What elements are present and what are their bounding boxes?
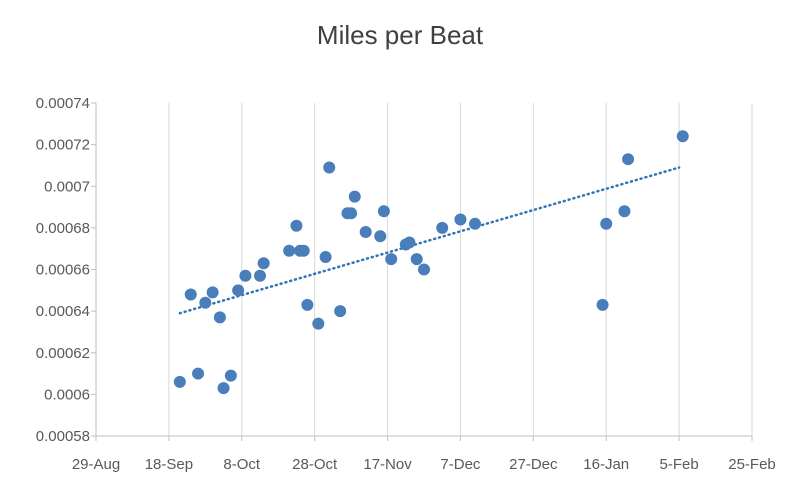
data-point	[334, 305, 347, 318]
data-point	[436, 221, 449, 234]
data-point	[312, 317, 325, 330]
data-point	[232, 284, 245, 297]
x-tick-label: 8-Oct	[223, 456, 261, 473]
data-point	[377, 205, 390, 218]
y-tick-label: 0.00064	[36, 303, 90, 320]
axes	[91, 102, 753, 441]
data-point	[199, 296, 212, 309]
data-point	[348, 190, 361, 203]
data-point	[297, 244, 310, 257]
x-tick-label: 25-Feb	[728, 456, 776, 473]
data-point	[192, 367, 205, 380]
chart-title: Miles per Beat	[316, 20, 484, 50]
x-tick-label: 28-Oct	[292, 456, 338, 473]
data-point	[239, 269, 252, 282]
data-point	[600, 217, 613, 230]
x-tick-label: 5-Feb	[660, 456, 699, 473]
data-point	[301, 298, 314, 311]
data-point	[345, 207, 358, 220]
data-point	[224, 369, 237, 382]
trendline-layer	[178, 166, 681, 315]
x-tick-label: 18-Sep	[145, 456, 193, 473]
data-point	[410, 253, 423, 266]
data-point	[290, 219, 303, 232]
x-tick-label: 16-Jan	[583, 456, 629, 473]
data-point	[283, 244, 296, 257]
data-point	[454, 213, 467, 226]
tick-labels: 29-Aug 18-Sep 8-Oct 28-Oct 17-Nov 7-Dec 27-Dec…	[36, 95, 776, 473]
data-point	[173, 375, 186, 388]
y-tick-label: 0.0006	[44, 386, 90, 403]
data-point	[385, 253, 398, 266]
data-point	[213, 311, 226, 324]
data-point	[403, 236, 416, 249]
data-points	[173, 130, 689, 395]
x-tick-label: 7-Dec	[440, 456, 481, 473]
x-tick-label: 27-Dec	[509, 456, 558, 473]
trendline	[178, 166, 681, 315]
data-point	[184, 288, 197, 301]
x-tick-label: 17-Nov	[363, 456, 412, 473]
x-tick-label: 29-Aug	[72, 456, 120, 473]
data-point	[257, 257, 270, 270]
data-point	[618, 205, 631, 218]
data-point	[418, 263, 430, 276]
y-tick-label: 0.00072	[36, 137, 90, 154]
y-tick-label: 0.00066	[36, 262, 90, 279]
y-tick-label: 0.00074	[36, 95, 90, 112]
data-point	[323, 161, 336, 174]
y-tick-label: 0.00058	[36, 428, 90, 445]
data-point	[217, 382, 230, 395]
y-tick-label: 0.0007	[44, 178, 90, 195]
data-point	[622, 153, 635, 166]
data-point	[374, 230, 387, 243]
data-point	[254, 269, 266, 282]
data-point	[596, 298, 609, 311]
data-point	[359, 226, 372, 239]
data-point	[319, 251, 332, 264]
data-point	[206, 286, 219, 299]
gridlines	[95, 103, 753, 436]
data-point	[676, 130, 689, 143]
y-tick-label: 0.00068	[36, 220, 90, 237]
data-point	[469, 217, 482, 230]
y-tick-label: 0.00062	[36, 345, 90, 362]
